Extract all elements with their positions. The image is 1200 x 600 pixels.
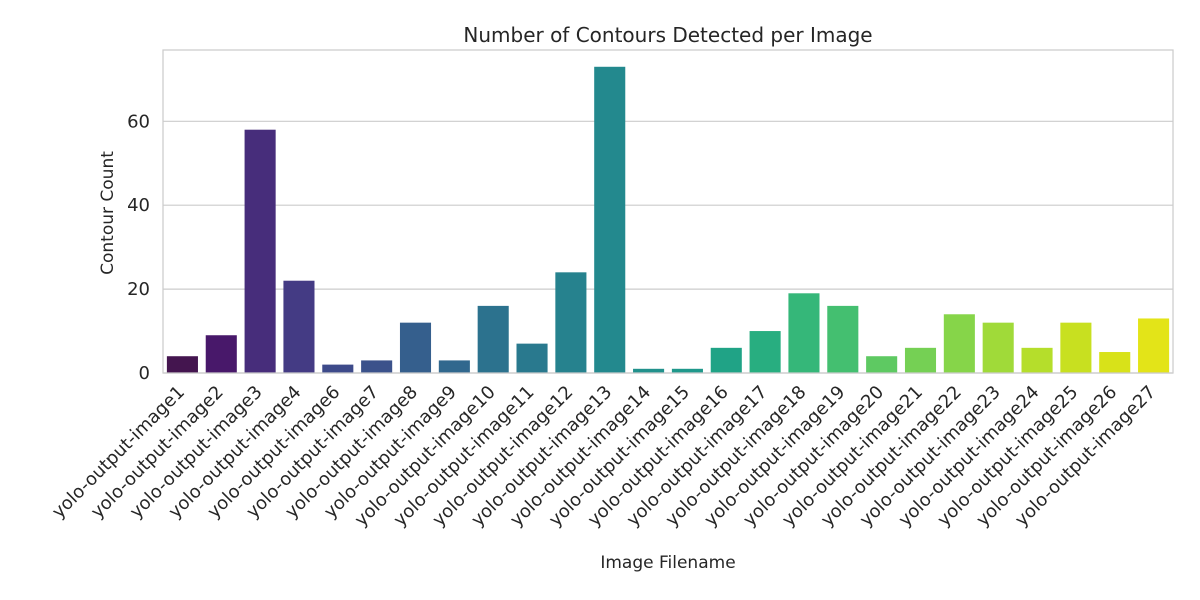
bar-yolo-output-image12	[555, 272, 587, 373]
y-axis-label: Contour Count	[98, 151, 118, 275]
bar-yolo-output-image18	[788, 293, 820, 373]
bar-yolo-output-image15	[671, 368, 703, 373]
y-tick-label: 0	[139, 363, 150, 384]
bar-yolo-output-image27	[1138, 318, 1170, 373]
bar-yolo-output-image19	[827, 305, 859, 373]
bar-yolo-output-image6	[322, 364, 354, 373]
bar-yolo-output-image2	[205, 335, 237, 373]
y-tick-label: 20	[127, 279, 150, 300]
bar-yolo-output-image24	[1021, 347, 1053, 373]
y-tick-label: 40	[127, 195, 150, 216]
bar-yolo-output-image17	[749, 331, 781, 373]
bar-yolo-output-image22	[943, 314, 975, 373]
bar-yolo-output-image1	[166, 356, 198, 373]
bar-yolo-output-image3	[244, 129, 276, 373]
bar-yolo-output-image4	[283, 280, 315, 373]
bar-yolo-output-image21	[904, 347, 937, 373]
bar-yolo-output-image20	[866, 356, 898, 373]
y-axis-ticks: 0 20 40 60	[127, 111, 150, 384]
bar-yolo-output-image10	[477, 305, 509, 373]
bar-yolo-output-image26	[1099, 352, 1131, 373]
bar-yolo-output-image23	[982, 322, 1014, 373]
x-axis-label: Image Filename	[600, 553, 735, 573]
bar-yolo-output-image9	[438, 360, 470, 373]
bar-yolo-output-image8	[399, 322, 432, 373]
bar-yolo-output-image25	[1060, 322, 1092, 373]
bar-yolo-output-image13	[594, 66, 626, 373]
plot-area-border	[162, 49, 1174, 374]
bar-yolo-output-image11	[516, 343, 548, 373]
chart-title: Number of Contours Detected per Image	[463, 23, 872, 47]
y-tick-label: 60	[127, 111, 150, 132]
bar-yolo-output-image14	[633, 368, 665, 373]
bars	[166, 66, 1170, 373]
bar-yolo-output-image16	[710, 347, 742, 373]
bar-yolo-output-image7	[361, 360, 393, 373]
x-axis-ticks: yolo-output-image1yolo-output-image2yolo…	[48, 382, 1160, 531]
